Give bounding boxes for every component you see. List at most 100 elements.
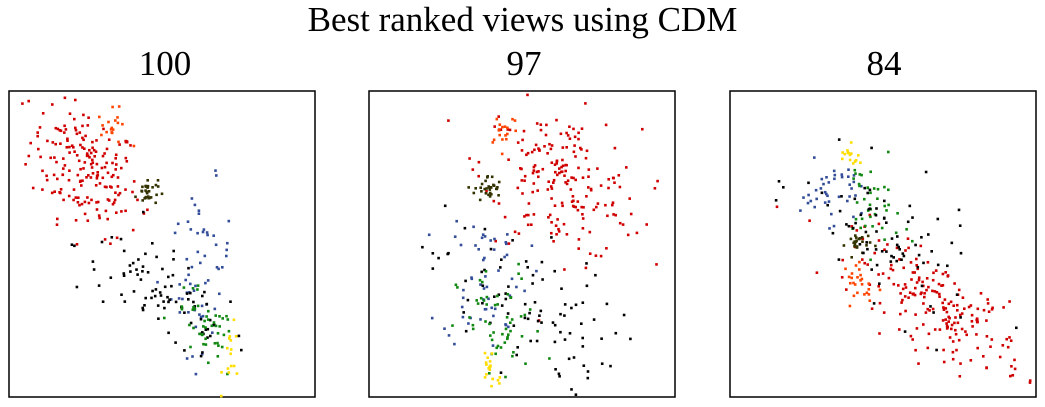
scatter-point-black bbox=[157, 317, 160, 320]
scatter-point-blue bbox=[493, 307, 497, 311]
scatter-point-red bbox=[557, 230, 561, 233]
scatter-point-darkolive bbox=[866, 234, 870, 238]
scatter-point-red bbox=[942, 348, 945, 352]
scatter-point-darkolive bbox=[151, 186, 154, 189]
scatter-point-red bbox=[956, 321, 960, 325]
scatter-point-red bbox=[516, 186, 520, 190]
scatter-point-red bbox=[577, 137, 580, 141]
scatter-point-red bbox=[585, 149, 589, 153]
scatter-point-black bbox=[862, 251, 865, 255]
scatter-point-blue bbox=[214, 243, 218, 247]
scatter-point-green bbox=[883, 238, 886, 241]
scatter-point-red bbox=[561, 204, 564, 208]
scatter-point-red bbox=[90, 198, 93, 202]
scatter-point-red bbox=[960, 312, 964, 315]
scatter-point-red bbox=[570, 176, 573, 179]
scatter-point-red bbox=[96, 200, 100, 204]
scatter-point-red bbox=[124, 139, 127, 143]
scatter-point-red bbox=[878, 332, 881, 335]
scatter-point-blue bbox=[193, 203, 197, 207]
scatter-point-black bbox=[908, 204, 912, 208]
scatter-point-orange bbox=[867, 282, 870, 285]
scatter-point-blue bbox=[477, 248, 480, 251]
scatter-point-red bbox=[124, 209, 127, 213]
scatter-point-black bbox=[92, 268, 96, 271]
scatter-point-black bbox=[870, 268, 873, 271]
scatter-point-black bbox=[955, 293, 959, 296]
scatter-point-orange bbox=[860, 283, 864, 286]
scatter-point-red bbox=[946, 274, 950, 277]
scatter-point-black bbox=[183, 311, 186, 314]
scatter-point-red bbox=[555, 233, 558, 236]
scatter-point-green bbox=[218, 315, 221, 318]
scatter-point-orange bbox=[491, 141, 495, 144]
scatter-point-green bbox=[496, 303, 499, 306]
scatter-point-red bbox=[942, 306, 945, 309]
scatter-point-black bbox=[936, 217, 940, 221]
scatter-point-black bbox=[959, 251, 963, 255]
scatter-point-orange bbox=[859, 279, 862, 282]
scatter-point-red bbox=[572, 127, 575, 131]
scatter-point-green bbox=[227, 329, 231, 333]
scatter-point-green bbox=[196, 284, 200, 287]
scatter-point-yellow bbox=[490, 352, 494, 355]
scatter-point-red bbox=[584, 266, 588, 270]
scatter-point-yellow bbox=[853, 160, 857, 163]
scatter-point-darkolive bbox=[487, 185, 490, 188]
scatter-point-black bbox=[917, 253, 921, 257]
scatter-point-green bbox=[505, 316, 509, 319]
scatter-point-red bbox=[552, 240, 555, 243]
scatter-point-red bbox=[560, 201, 564, 205]
scatter-point-red bbox=[986, 302, 990, 305]
scatter-point-green bbox=[206, 318, 210, 321]
scatter-point-blue bbox=[535, 269, 538, 273]
scatter-point-red bbox=[899, 312, 902, 316]
scatter-point-red bbox=[555, 162, 558, 165]
scatter-point-black bbox=[936, 263, 940, 267]
scatter-point-green bbox=[495, 346, 498, 350]
scatter-point-black bbox=[782, 186, 785, 189]
scatter-point-red bbox=[985, 335, 989, 338]
scatter-point-black bbox=[523, 302, 527, 306]
scatter-point-black bbox=[507, 285, 510, 288]
scatter-point-orange bbox=[854, 264, 858, 267]
scatter-point-red bbox=[36, 131, 39, 134]
scatter-point-green bbox=[506, 337, 509, 341]
scatter-point-red bbox=[95, 201, 98, 204]
scatter-point-red bbox=[904, 286, 908, 289]
scatter-point-red bbox=[545, 123, 548, 127]
scatter-point-orange bbox=[116, 121, 120, 125]
scatter-point-red bbox=[527, 213, 530, 217]
scatter-point-red bbox=[906, 237, 910, 240]
scatter-point-blue bbox=[482, 287, 486, 290]
scatter-point-red bbox=[868, 213, 872, 217]
scatter-point-red bbox=[556, 173, 559, 177]
scatter-point-black bbox=[151, 289, 154, 293]
scatter-point-green bbox=[523, 313, 527, 317]
scatter-point-blue bbox=[206, 233, 209, 237]
scatter-point-darkolive bbox=[141, 199, 144, 202]
scatter-point-red bbox=[985, 366, 988, 369]
scatter-point-black bbox=[851, 226, 855, 230]
scatter-point-red bbox=[913, 293, 917, 297]
scatter-point-black bbox=[122, 274, 126, 277]
scatter-point-red bbox=[516, 141, 520, 144]
scatter-point-orange bbox=[100, 133, 103, 137]
scatter-point-black bbox=[935, 348, 938, 352]
scatter-point-orange bbox=[503, 125, 507, 128]
scatter-point-orange bbox=[849, 281, 852, 285]
scatter-point-black bbox=[205, 302, 209, 306]
scatter-point-green bbox=[869, 170, 872, 174]
scatter-point-black bbox=[141, 306, 144, 310]
scatter-point-red bbox=[112, 173, 115, 177]
scatter-point-green bbox=[189, 345, 192, 349]
scatter-point-black bbox=[567, 357, 571, 361]
scatter-point-black bbox=[563, 303, 567, 306]
scatter-point-orange bbox=[495, 117, 499, 121]
panel-points-3 bbox=[774, 138, 1032, 384]
scatter-point-black bbox=[515, 353, 518, 357]
scatter-point-blue bbox=[840, 173, 844, 176]
scatter-point-black bbox=[526, 317, 530, 321]
scatter-point-green bbox=[911, 239, 914, 243]
scatter-point-red bbox=[922, 323, 925, 326]
